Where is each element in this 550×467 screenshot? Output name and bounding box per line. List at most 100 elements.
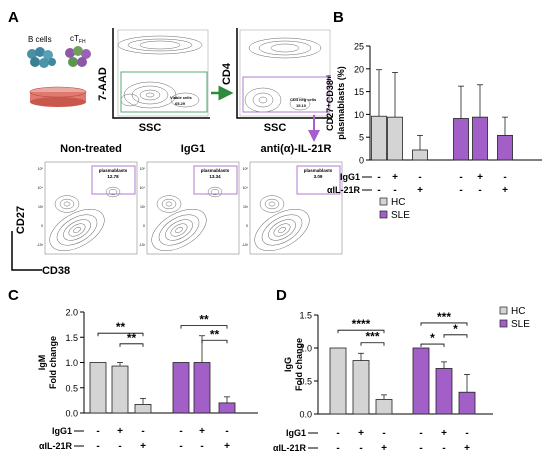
condition-row1-label: IgG1	[52, 426, 72, 436]
y-tick-label: 10	[354, 110, 364, 120]
contour	[56, 214, 98, 246]
tick-label: 0	[246, 224, 248, 228]
significance-bracket	[443, 334, 468, 338]
ctfh-cells-icon	[65, 46, 91, 67]
condition-flow-plots: Non-treated 10⁵ 10⁴ 10³ 0 -10³ plasmablasts 12.…	[37, 143, 343, 255]
significance-bracket	[97, 332, 144, 337]
condition-plot-frame	[249, 161, 343, 255]
condition-row1-cell: -	[459, 172, 462, 183]
contour	[151, 209, 207, 251]
bar	[89, 362, 107, 414]
plasmablast-gate	[296, 165, 341, 195]
contour	[264, 198, 280, 210]
y-axis-label-2: Fold change	[294, 338, 304, 391]
condition-title: Non-treated	[60, 143, 122, 155]
y-axis-label-1: IgM	[37, 355, 47, 371]
chart-b: 0 5 10 15 20 25 CD27⁺CD38ʰⁱ plasmablasts (%) IgG…	[324, 42, 542, 221]
tick-label: 10⁴	[243, 186, 249, 190]
bar	[375, 399, 393, 415]
plasmablast-gate	[193, 165, 238, 195]
y-tick-label: 1.0	[299, 344, 312, 354]
condition-row2-cell: -	[478, 185, 481, 196]
y-tick-label: 1.5	[65, 333, 78, 343]
cd4-gate-value: 15.10	[296, 103, 307, 108]
viable-gate	[120, 71, 208, 113]
condition-row1-cell: +	[392, 172, 398, 183]
condition-row1-label: IgG1	[340, 172, 360, 182]
cd27-axis-label: CD27	[15, 206, 27, 234]
cd4-neg-gate	[242, 76, 330, 113]
condition-title: IgG1	[181, 143, 205, 155]
bar	[218, 402, 236, 414]
plasmablast-gate-label: plasmablasts	[201, 168, 230, 173]
contour	[49, 209, 105, 251]
tick-label: 0	[143, 224, 145, 228]
condition-row1-cell: +	[358, 428, 364, 439]
tick-label: 10⁵	[243, 167, 249, 171]
condition-title: anti(α)-IL-21R	[261, 143, 332, 155]
flow-plot-cd4: CD4 neg cells 15.10	[239, 29, 331, 117]
condition-row2-label: αIL-21R	[273, 443, 307, 453]
contour	[261, 214, 303, 246]
flow1-x-label: SSC	[139, 122, 162, 134]
culture-dish-icon	[29, 86, 87, 107]
condition-row2-cell: -	[419, 443, 422, 454]
bar	[458, 391, 476, 415]
panel-label-c: C	[8, 287, 19, 304]
y-tick-label: 15	[354, 87, 364, 97]
legend-label-sle: SLE	[511, 319, 530, 330]
plasmablast-gate	[91, 165, 136, 195]
condition-row1-cell: -	[179, 426, 182, 437]
tick-label: 10⁴	[140, 186, 146, 190]
flow1-axes	[112, 28, 210, 119]
contour	[207, 186, 223, 198]
contour	[259, 195, 285, 213]
bar	[352, 360, 370, 415]
plasmablast-gate-label: plasmablasts	[304, 168, 333, 173]
condition-plot-frame	[146, 161, 240, 255]
condition-row2-cell: -	[179, 441, 182, 452]
condition-row1-cell: +	[199, 426, 205, 437]
bar	[172, 362, 190, 414]
condition-row2-cell: +	[464, 443, 470, 454]
flow1-y-label: 7-AAD	[97, 67, 109, 101]
condition-row1-cell: -	[225, 426, 228, 437]
condition-row1-cell: -	[465, 428, 468, 439]
contour	[273, 223, 291, 237]
y-tick-label: 0.5	[299, 377, 312, 387]
condition-row2-label: αIL-21R	[39, 441, 73, 451]
significance-label: *	[453, 322, 458, 336]
legend-swatch-hc	[499, 306, 508, 315]
bar	[193, 362, 211, 414]
flow2-x-label: SSC	[264, 122, 287, 134]
contour	[63, 219, 91, 241]
legend-label-hc: HC	[511, 306, 525, 317]
contour	[170, 223, 188, 237]
cd38-axis-label: CD38	[42, 265, 70, 277]
bottom-axes-arrows	[11, 231, 42, 271]
legend-swatch-hc	[379, 197, 388, 206]
condition-row1-cell: +	[477, 172, 483, 183]
flow2-axes	[236, 28, 332, 119]
y-tick-label: 1.5	[299, 311, 312, 321]
contour	[161, 198, 177, 210]
plasmablast-gate-value: 13.34	[209, 174, 221, 179]
bar	[329, 347, 347, 415]
contour	[105, 186, 121, 198]
bar	[412, 149, 428, 161]
contour	[254, 209, 310, 251]
condition-row2-cell: +	[417, 185, 423, 196]
tick-label: 10³	[38, 205, 44, 209]
y-axis-label-1: CD27⁺CD38ʰⁱ	[324, 75, 335, 131]
condition-row2-cell: -	[118, 441, 121, 452]
bar	[412, 347, 430, 415]
condition-row2-cell: +	[381, 443, 387, 454]
plasmablast-gate-value: 12.78	[107, 174, 119, 179]
condition-row1-label: IgG1	[286, 428, 306, 438]
panel-label-d: D	[276, 287, 287, 304]
ctfh-label: cTFH	[70, 34, 86, 45]
tick-label: -10³	[37, 243, 44, 247]
contour	[156, 195, 182, 213]
bar	[497, 134, 513, 161]
